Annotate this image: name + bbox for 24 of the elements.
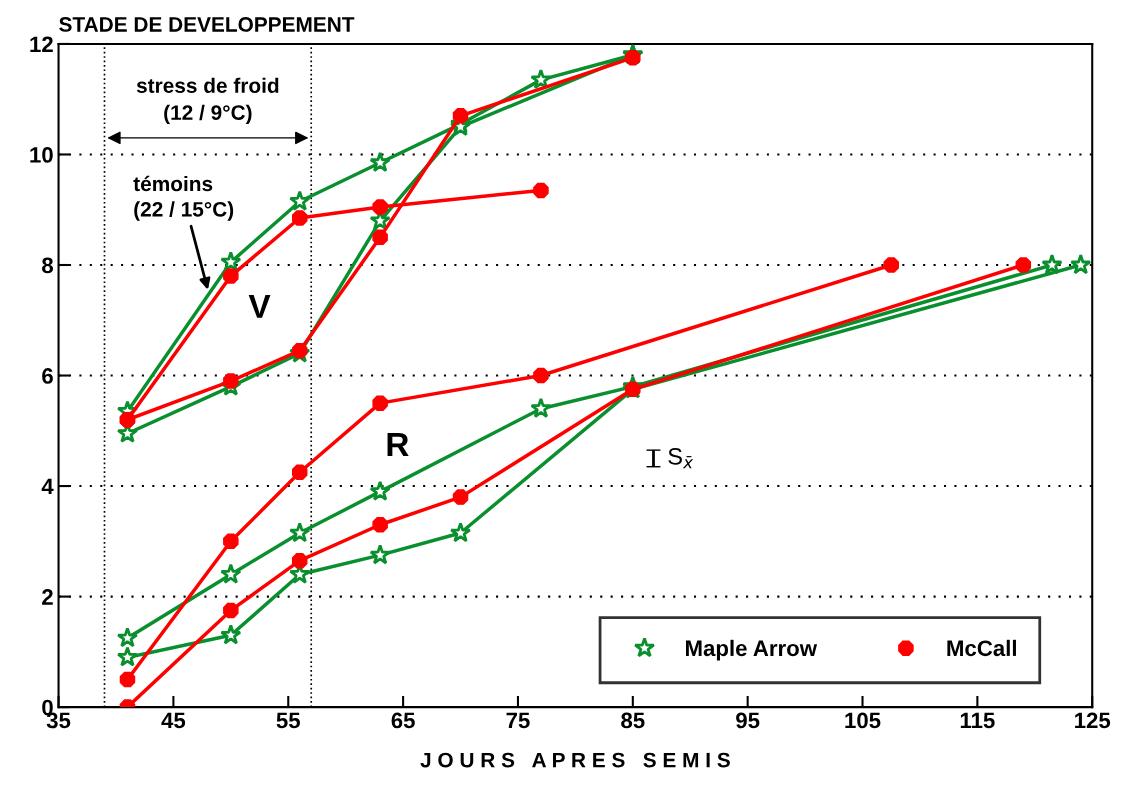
y-tick-label: 6 bbox=[42, 368, 53, 384]
x-tick-label: 45 bbox=[161, 712, 186, 729]
x-tick-label: 125 bbox=[1075, 712, 1111, 729]
x-axis-title: J O U R S A P R E S S E M I S bbox=[420, 752, 730, 768]
annotation: R bbox=[387, 433, 409, 456]
y-tick-label: 8 bbox=[42, 257, 54, 274]
legend-label: McCall bbox=[947, 639, 1016, 657]
x-tick-label: 55 bbox=[276, 712, 300, 729]
y-tick-label: 2 bbox=[42, 589, 53, 605]
x-tick-label: 95 bbox=[736, 712, 760, 729]
legend-label: Maple Arrow bbox=[686, 639, 818, 661]
annotation: S$_{x̄}$ bbox=[668, 448, 694, 469]
x-tick-label: 75 bbox=[506, 712, 530, 729]
y-tick-label: 10 bbox=[30, 147, 53, 163]
y-axis-title: STADE DE DEVELOPPEMENT bbox=[59, 17, 355, 32]
x-tick-label: 115 bbox=[960, 712, 995, 729]
x-tick-label: 85 bbox=[621, 712, 645, 729]
x-tick-label: 105 bbox=[845, 712, 881, 729]
annotation: stress de froid (12 / 9°C) bbox=[136, 77, 279, 125]
annotation: V bbox=[248, 294, 271, 318]
annotation: témoins (22 / 15°C) bbox=[133, 175, 234, 221]
y-tick-label: 12 bbox=[30, 36, 53, 52]
y-tick-label: 4 bbox=[41, 478, 54, 495]
x-tick-label: 65 bbox=[391, 712, 415, 729]
